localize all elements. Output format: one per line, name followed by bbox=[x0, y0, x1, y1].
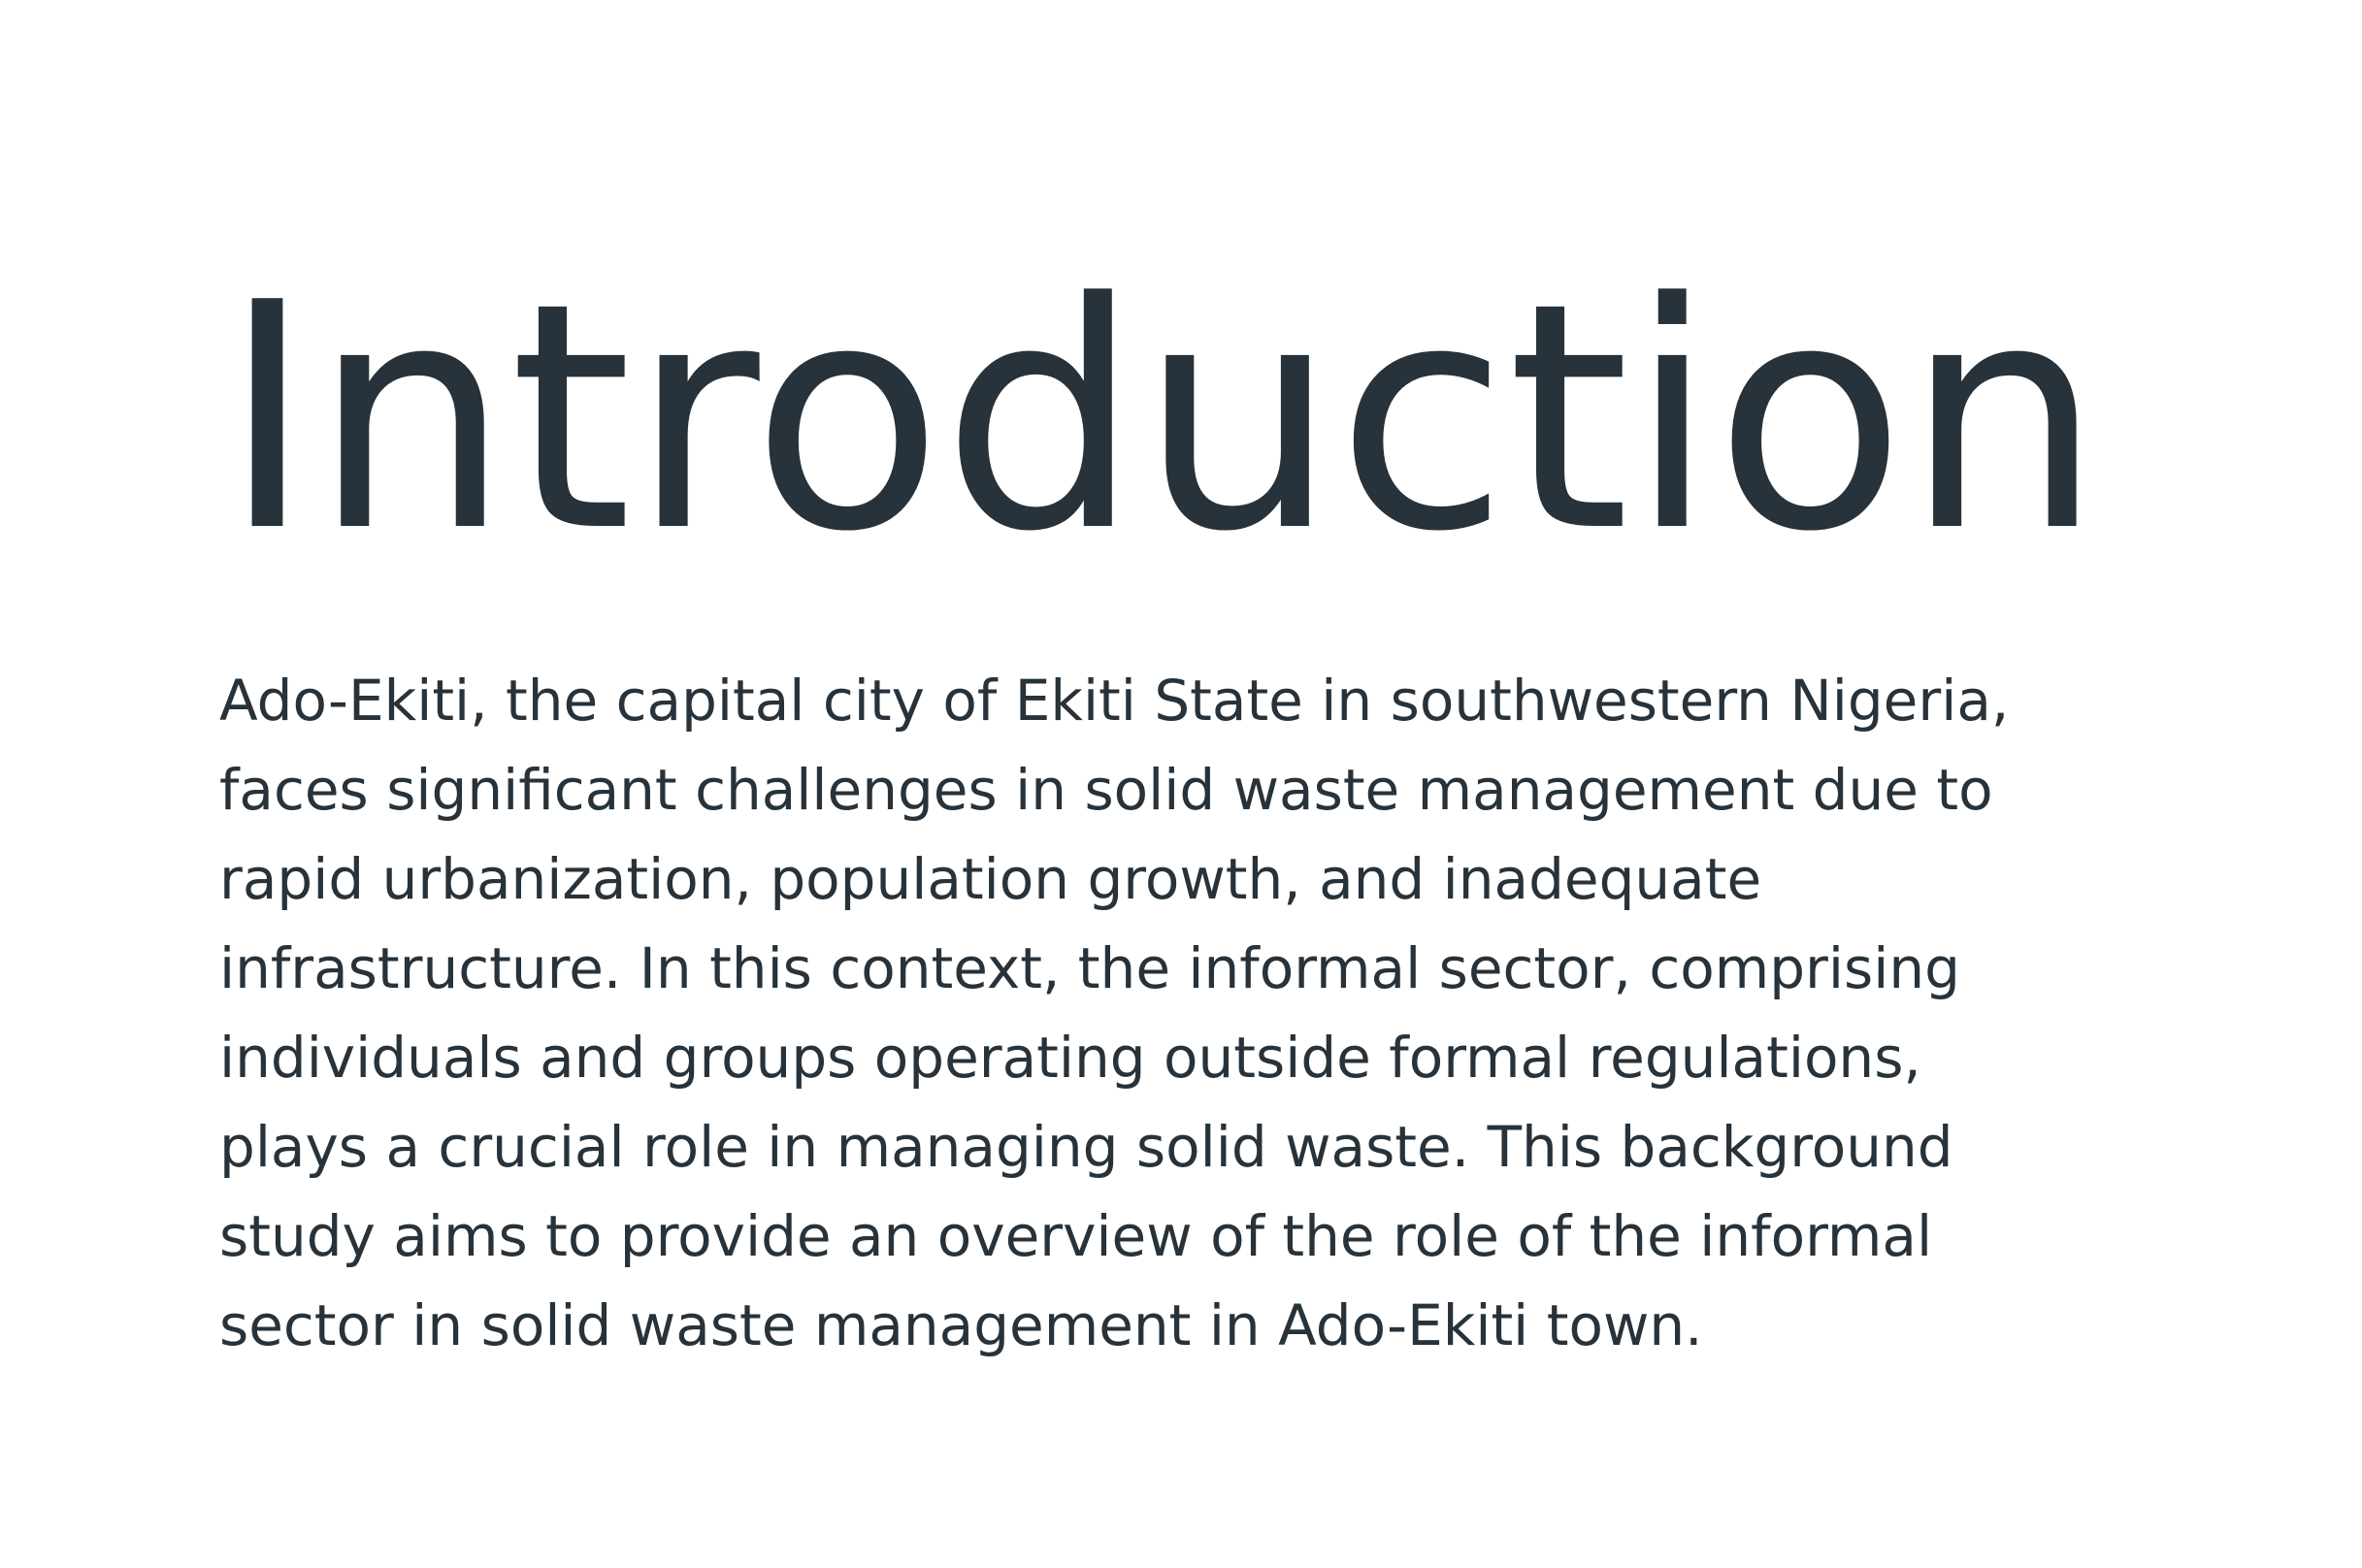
body-line: individuals and groups operating outside… bbox=[219, 1025, 1921, 1091]
body-line: infrastructure. In this context, the inf… bbox=[219, 935, 1960, 1001]
slide-title: Introduction bbox=[221, 236, 2103, 600]
body-line: Ado-Ekiti, the capital city of Ekiti Sta… bbox=[219, 668, 2010, 734]
slide-body-paragraph: Ado-Ekiti, the capital city of Ekiti Sta… bbox=[219, 656, 2238, 1370]
body-line: sector in solid waste management in Ado-… bbox=[219, 1292, 1703, 1358]
body-line: study aims to provide an overview of the… bbox=[219, 1203, 1933, 1269]
body-line: rapid urbanization, population growth, a… bbox=[219, 846, 1762, 912]
body-line: faces significant challenges in solid wa… bbox=[219, 757, 1993, 823]
body-line: plays a crucial role in managing solid w… bbox=[219, 1114, 1953, 1180]
